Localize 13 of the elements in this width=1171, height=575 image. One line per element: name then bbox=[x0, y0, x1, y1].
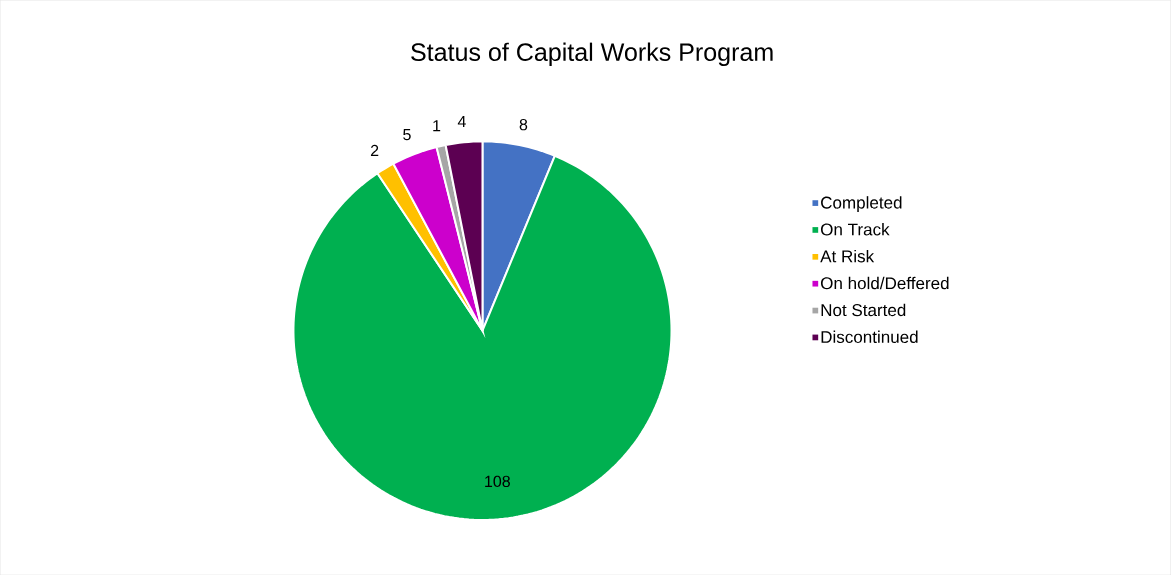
legend-label: Not Started bbox=[821, 303, 906, 317]
data-label: 2 bbox=[370, 144, 379, 156]
legend-label: Completed bbox=[821, 196, 902, 212]
data-label: 1 bbox=[433, 120, 441, 132]
data-label: 5 bbox=[403, 128, 411, 141]
data-label: 108 bbox=[485, 475, 510, 487]
legend-label: On Track bbox=[820, 222, 890, 236]
data-label: 4 bbox=[457, 115, 466, 127]
chart-title: Status of Capital Works Program bbox=[411, 42, 773, 66]
legend-label: On hold/Deffered bbox=[820, 276, 949, 290]
data-label: 8 bbox=[519, 118, 528, 131]
legend-label: Discontinued bbox=[821, 330, 918, 343]
legend-label: At Risk bbox=[820, 249, 875, 263]
